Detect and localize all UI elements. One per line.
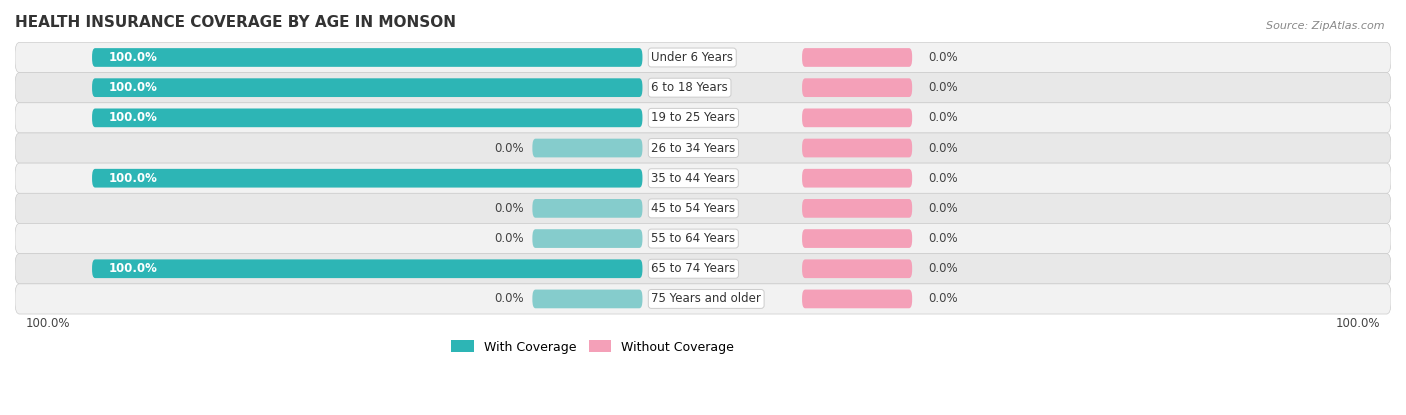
Text: 75 Years and older: 75 Years and older	[651, 293, 761, 305]
FancyBboxPatch shape	[801, 199, 912, 218]
Text: 0.0%: 0.0%	[929, 111, 959, 124]
FancyBboxPatch shape	[15, 163, 1391, 193]
Text: 100.0%: 100.0%	[108, 111, 157, 124]
FancyBboxPatch shape	[91, 78, 643, 97]
Text: 100.0%: 100.0%	[108, 172, 157, 185]
Text: 0.0%: 0.0%	[929, 262, 959, 275]
Text: 0.0%: 0.0%	[929, 293, 959, 305]
FancyBboxPatch shape	[801, 78, 912, 97]
FancyBboxPatch shape	[15, 133, 1391, 163]
Text: 45 to 54 Years: 45 to 54 Years	[651, 202, 735, 215]
FancyBboxPatch shape	[801, 259, 912, 278]
FancyBboxPatch shape	[15, 284, 1391, 314]
Text: 0.0%: 0.0%	[494, 293, 523, 305]
FancyBboxPatch shape	[533, 229, 643, 248]
FancyBboxPatch shape	[91, 259, 643, 278]
FancyBboxPatch shape	[15, 193, 1391, 224]
Text: 100.0%: 100.0%	[108, 51, 157, 64]
FancyBboxPatch shape	[801, 139, 912, 157]
FancyBboxPatch shape	[801, 48, 912, 67]
Text: 0.0%: 0.0%	[929, 172, 959, 185]
FancyBboxPatch shape	[801, 108, 912, 127]
Text: 65 to 74 Years: 65 to 74 Years	[651, 262, 735, 275]
Text: 100.0%: 100.0%	[108, 262, 157, 275]
Text: Under 6 Years: Under 6 Years	[651, 51, 734, 64]
Text: 0.0%: 0.0%	[929, 81, 959, 94]
Text: 0.0%: 0.0%	[929, 232, 959, 245]
Text: 35 to 44 Years: 35 to 44 Years	[651, 172, 735, 185]
FancyBboxPatch shape	[91, 48, 643, 67]
Text: 100.0%: 100.0%	[25, 317, 70, 330]
Text: Source: ZipAtlas.com: Source: ZipAtlas.com	[1267, 21, 1385, 31]
FancyBboxPatch shape	[15, 224, 1391, 254]
FancyBboxPatch shape	[801, 169, 912, 188]
FancyBboxPatch shape	[15, 73, 1391, 103]
Text: 55 to 64 Years: 55 to 64 Years	[651, 232, 735, 245]
FancyBboxPatch shape	[15, 254, 1391, 284]
Text: 0.0%: 0.0%	[494, 202, 523, 215]
FancyBboxPatch shape	[91, 169, 643, 188]
Legend: With Coverage, Without Coverage: With Coverage, Without Coverage	[447, 335, 740, 359]
Text: 0.0%: 0.0%	[494, 142, 523, 154]
Text: 100.0%: 100.0%	[108, 81, 157, 94]
Text: 100.0%: 100.0%	[1336, 317, 1381, 330]
Text: HEALTH INSURANCE COVERAGE BY AGE IN MONSON: HEALTH INSURANCE COVERAGE BY AGE IN MONS…	[15, 15, 456, 30]
FancyBboxPatch shape	[533, 199, 643, 218]
Text: 19 to 25 Years: 19 to 25 Years	[651, 111, 735, 124]
FancyBboxPatch shape	[15, 42, 1391, 73]
Text: 6 to 18 Years: 6 to 18 Years	[651, 81, 728, 94]
FancyBboxPatch shape	[801, 290, 912, 308]
FancyBboxPatch shape	[533, 139, 643, 157]
FancyBboxPatch shape	[533, 290, 643, 308]
Text: 0.0%: 0.0%	[494, 232, 523, 245]
FancyBboxPatch shape	[91, 108, 643, 127]
Text: 0.0%: 0.0%	[929, 202, 959, 215]
Text: 0.0%: 0.0%	[929, 142, 959, 154]
FancyBboxPatch shape	[801, 229, 912, 248]
FancyBboxPatch shape	[15, 103, 1391, 133]
Text: 26 to 34 Years: 26 to 34 Years	[651, 142, 735, 154]
Text: 0.0%: 0.0%	[929, 51, 959, 64]
